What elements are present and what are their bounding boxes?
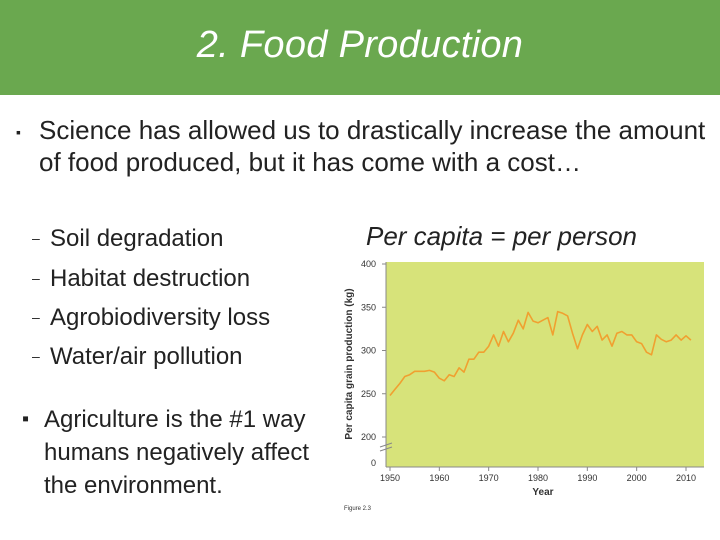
sub-bullet: – Water/air pollution	[32, 343, 243, 371]
axis-break-icon	[379, 442, 393, 452]
y-tick-label: 300	[361, 346, 376, 356]
series-line	[389, 310, 692, 397]
dash-bullet-icon: –	[32, 348, 40, 364]
x-tick-label: 1950	[380, 473, 400, 483]
y-tick-label: 400	[361, 259, 376, 269]
sub-bullet-text: Agrobiodiversity loss	[50, 304, 271, 331]
main-bullet-text: Science has allowed us to drastically in…	[39, 115, 706, 177]
dash-bullet-icon: –	[32, 309, 40, 325]
y-axis-label: Per capita grain production (kg)	[344, 288, 355, 439]
x-tick-label: 1990	[577, 473, 597, 483]
grain-production-chart: 400 350 300 250 200 1950 1960 1970 1980 1990 2000…	[344, 259, 704, 512]
x-tick-label: 1960	[429, 473, 449, 483]
sub-bullet-text: Habitat destruction	[50, 265, 251, 292]
sub-bullet: – Agrobiodiversity loss	[32, 304, 270, 332]
x-ticks: 1950 1960 1970 1980 1990 2000 2010	[380, 467, 696, 483]
plot-area	[386, 262, 704, 467]
dash-bullet-icon: –	[32, 270, 40, 286]
figure-label: Figure 2.3	[344, 506, 372, 512]
y-ticks: 400 350 300 250 200	[361, 259, 386, 442]
sub-bullet-text: Water/air pollution	[50, 343, 243, 370]
second-bullet-text: Agriculture is the #1 way humans negativ…	[44, 406, 310, 499]
sub-bullet-text: Soil degradation	[50, 225, 224, 252]
y-tick-label: 350	[361, 302, 376, 312]
square-bullet-icon: ▪	[16, 124, 21, 140]
y-tick-label: 200	[361, 432, 376, 442]
sub-bullet: – Soil degradation	[32, 225, 223, 253]
square-bullet-icon: ▪	[22, 408, 30, 430]
x-axis-label: Year	[532, 487, 553, 498]
x-tick-label: 2010	[676, 473, 696, 483]
dash-bullet-icon: –	[32, 230, 40, 246]
second-bullet: ▪ Agriculture is the #1 way humans negat…	[22, 403, 342, 502]
sub-bullet: – Habitat destruction	[32, 265, 250, 293]
y-tick-label: 250	[361, 389, 376, 399]
x-tick-label: 1970	[479, 473, 499, 483]
x-tick-label: 2000	[627, 473, 647, 483]
x-tick-label: 1980	[528, 473, 548, 483]
title-bar: 2. Food Production	[0, 0, 720, 95]
per-capita-note: Per capita = per person	[366, 221, 637, 251]
slide-title: 2. Food Production	[196, 24, 524, 66]
main-bullet: ▪ Science has allowed us to drastically …	[16, 114, 706, 178]
y-zero-label: 0	[371, 458, 376, 468]
